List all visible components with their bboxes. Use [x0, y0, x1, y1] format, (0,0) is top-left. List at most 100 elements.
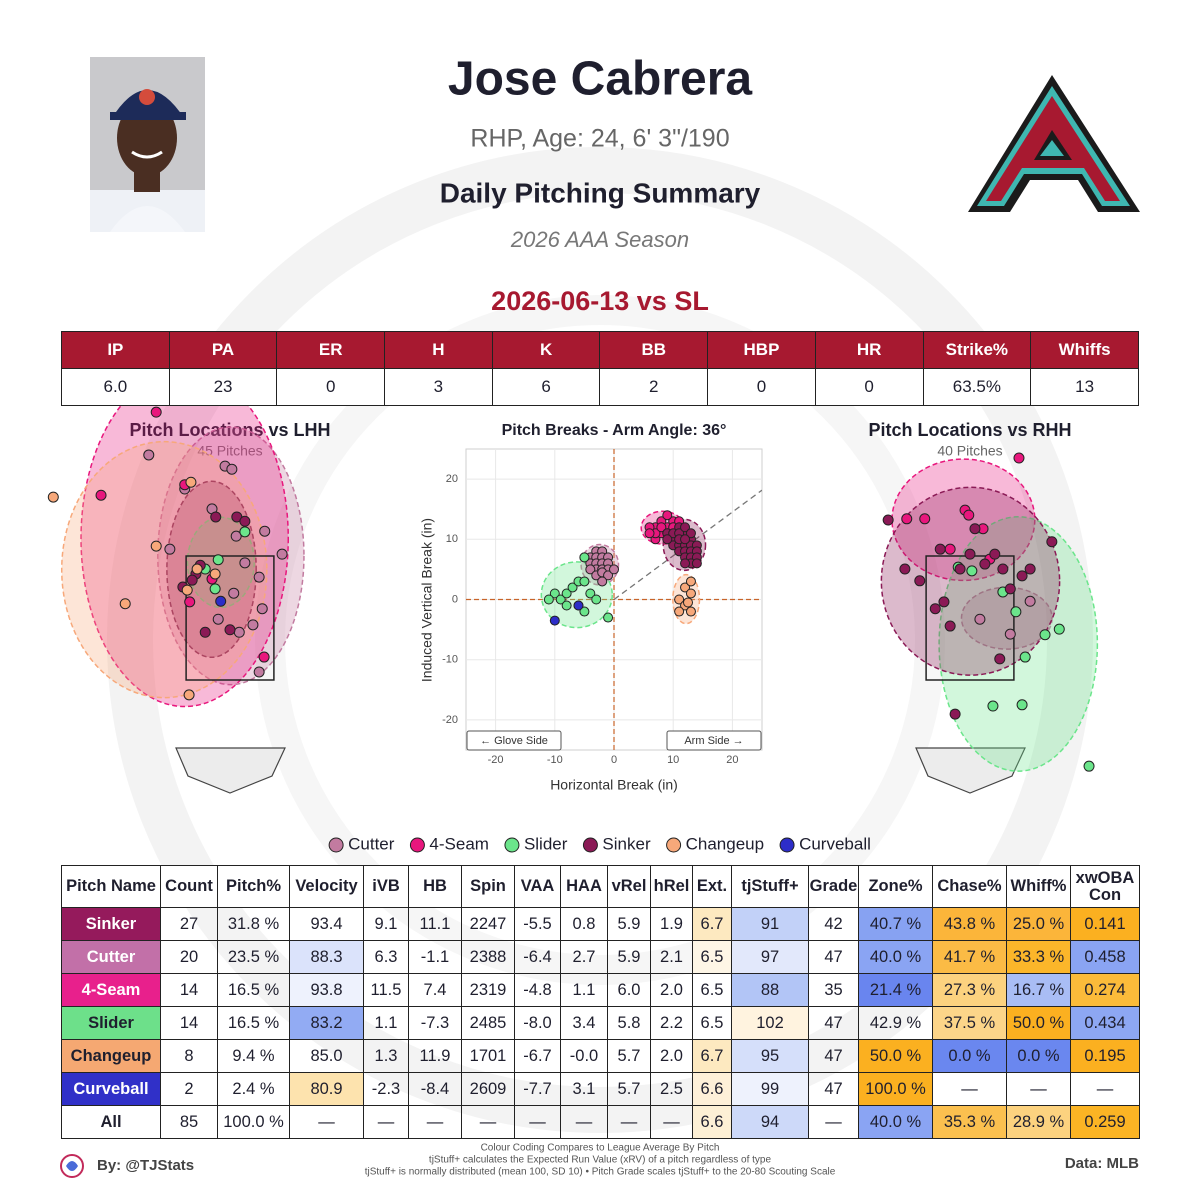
pitch-point: [1010, 606, 1022, 618]
table-row: Sinker 27 31.8 % 93.4 9.1 11.1 2247 -5.5 0.8 5.9 1…: [61, 907, 1140, 941]
annotation: ← Glove Side: [480, 735, 548, 747]
home-plate: [175, 747, 286, 794]
pitch-point: [585, 564, 596, 575]
table-cell: -6.7: [514, 1039, 561, 1073]
pitch-point: [1004, 628, 1016, 640]
game-label: 2026-06-13 vs SL: [491, 286, 709, 316]
pitch-point: [228, 587, 240, 599]
column-header: VAA: [514, 865, 561, 908]
chart-title: Pitch Locations vs LHH: [129, 420, 330, 440]
pitch-point: [680, 534, 691, 545]
table-cell: 5.7: [607, 1039, 651, 1073]
pitch-point: [585, 588, 596, 599]
pitch-point: [989, 548, 1001, 560]
pitch-point: [914, 575, 926, 587]
pitch-point: [1013, 452, 1025, 464]
strike-zone: [185, 555, 275, 681]
table-cell: 85: [160, 1105, 218, 1139]
pitch-point: [591, 594, 602, 605]
player-bio: RHP, Age: 24, 6' 3"/190: [470, 125, 729, 153]
table-cell: —: [808, 1105, 859, 1139]
pitch-point: [239, 515, 251, 527]
pitch-point: [1004, 583, 1016, 595]
pitch-point: [944, 543, 956, 555]
y-tick-label: 0: [452, 593, 458, 605]
table-cell: 102: [731, 1006, 809, 1040]
pitch-point: [974, 613, 986, 625]
table-cell: 5.7: [607, 1072, 651, 1106]
pitch-point: [579, 576, 590, 587]
pitch-point: [963, 509, 975, 521]
pitch-point: [1083, 760, 1095, 772]
table-cell: —: [1006, 1072, 1071, 1106]
column-header: Count: [160, 865, 218, 908]
table-cell: 1701: [461, 1039, 515, 1073]
pitch-point: [215, 595, 227, 607]
stat-value: 6: [491, 368, 601, 406]
column-header: Spin: [461, 865, 515, 908]
pitch-point: [95, 489, 107, 501]
table-cell: 1.3: [363, 1039, 409, 1073]
pitch-point: [964, 548, 976, 560]
pitch-point: [938, 596, 950, 608]
pitch-point: [954, 563, 966, 575]
pitch-point: [1024, 563, 1036, 575]
cluster-ellipse: [60, 440, 268, 699]
table-cell: -0.0: [560, 1039, 608, 1073]
pitch-point: [674, 594, 685, 605]
table-cell: 5.9: [607, 907, 651, 941]
table-cell: 47: [808, 1072, 859, 1106]
table-cell: 16.7 %: [1006, 973, 1071, 1007]
column-header: Pitch%: [217, 865, 290, 908]
table-cell: 0.8: [560, 907, 608, 941]
break-plot: [466, 449, 762, 750]
pitch-point: [239, 557, 251, 569]
pitch-point: [226, 463, 238, 475]
pitch-point: [597, 576, 608, 587]
table-cell: 14: [160, 1006, 218, 1040]
table-cell: 88: [731, 973, 809, 1007]
table-cell: 6.0: [607, 973, 651, 1007]
pitch-point: [944, 620, 956, 632]
pitch-point: [1019, 651, 1031, 663]
table-cell: 1.1: [363, 1006, 409, 1040]
annotation-box: [466, 730, 562, 751]
pitch-point: [233, 626, 245, 638]
column-header: Zone%: [858, 865, 933, 908]
table-cell: 35: [808, 973, 859, 1007]
player-photo: [90, 57, 205, 232]
table-cell: 27.3 %: [932, 973, 1007, 1007]
table-cell: -8.0: [514, 1006, 561, 1040]
table-cell: 50.0 %: [1006, 1006, 1071, 1040]
pitch-point: [579, 552, 590, 563]
table-row: Changeup 8 9.4 % 85.0 1.3 11.9 1701 -6.7 -0.0 5.7…: [61, 1039, 1140, 1073]
legend-swatch: [582, 837, 598, 853]
table-cell: 2.0: [650, 973, 693, 1007]
pitch-point: [150, 406, 162, 418]
table-cell: 6.5: [692, 973, 732, 1007]
table-cell: —: [560, 1105, 608, 1139]
stat-value: 0: [276, 368, 386, 406]
legend-swatch: [666, 837, 682, 853]
pitch-point: [1046, 536, 1058, 548]
table-cell: 93.8: [289, 973, 364, 1007]
table-cell: 42.9 %: [858, 1006, 933, 1040]
stat-header: HR: [814, 331, 924, 369]
table-cell: 0.274: [1070, 973, 1140, 1007]
column-header: HB: [408, 865, 462, 908]
pitch-point: [644, 528, 655, 539]
table-cell: 23.5 %: [217, 940, 290, 974]
table-cell: 0.259: [1070, 1105, 1140, 1139]
pitch-name: Changeup: [61, 1039, 161, 1073]
table-cell: 28.9 %: [1006, 1105, 1071, 1139]
legend-swatch: [779, 837, 795, 853]
table-cell: 9.4 %: [217, 1039, 290, 1073]
table-cell: 2388: [461, 940, 515, 974]
table-cell: 6.3: [363, 940, 409, 974]
season-label: 2026 AAA Season: [510, 227, 689, 252]
pitch-point: [680, 582, 691, 593]
pitch-point: [899, 563, 911, 575]
pitch-point: [276, 548, 288, 560]
table-cell: 11.5: [363, 973, 409, 1007]
pitch-point: [119, 598, 131, 610]
